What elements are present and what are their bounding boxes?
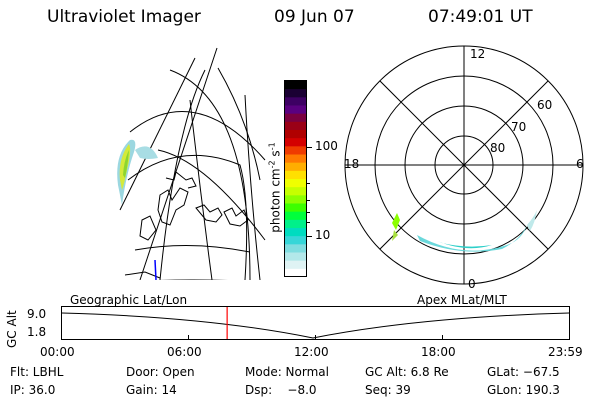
earth-limb: [169, 69, 251, 280]
coastline: [124, 271, 161, 279]
aurora-spot: [392, 213, 400, 230]
colorbar-cell: [285, 252, 306, 262]
mlt-label-0: 0: [468, 277, 476, 291]
colorbar-cell: [285, 138, 306, 147]
colorbar-cell: [285, 203, 306, 213]
colorbar-tick-mark: [306, 212, 310, 213]
meridian: [189, 99, 213, 280]
timeline-ytick-1-8: 1.8: [27, 325, 47, 339]
meridian: [244, 94, 261, 280]
colorbar-cell: [285, 244, 306, 253]
mlt-label-18: 18: [344, 157, 360, 171]
colorbar-cell: [285, 162, 306, 172]
colorbar-cell: [285, 187, 306, 196]
coastline: [157, 187, 189, 226]
colorbar-cell: [285, 211, 306, 221]
timeline-xtick-2359: 23:59: [548, 345, 583, 359]
mlt-label-12: 12: [470, 47, 486, 61]
colorbar-cell: [285, 105, 306, 115]
seq-status: Seq: 39: [365, 383, 411, 397]
ip-status: IP: 36.0: [10, 383, 56, 397]
coastline: [139, 215, 157, 241]
colorbar-cell: [285, 179, 306, 188]
colorbar-cell: [285, 97, 306, 106]
colorbar-tick-100: 100: [315, 139, 338, 153]
lat-label-80: 80: [490, 141, 506, 155]
coastline: [165, 171, 197, 189]
lat-line: [134, 244, 251, 253]
lat-label-70: 70: [511, 120, 527, 134]
colorbar-tick-mark: [306, 183, 310, 184]
altitude-curve: [61, 312, 570, 339]
meridian: [157, 149, 266, 241]
meridian: [139, 47, 218, 280]
colorbar-cell: [285, 113, 306, 123]
colorbar-cell: [285, 146, 306, 155]
glat-status: GLat: −67.5: [487, 365, 560, 379]
earth-limb: [217, 67, 261, 181]
aurora-oval: [527, 210, 537, 231]
lat-line: [158, 279, 229, 280]
polar-mlt-plot: [344, 45, 584, 285]
aurora-emission: [135, 146, 158, 159]
timeline-ytick-9: 9.0: [27, 307, 47, 321]
timeline-xtick-0600: 06:00: [167, 345, 202, 359]
colorbar-cell: [285, 89, 306, 98]
dsp-status: Dsp: −8.0: [245, 383, 317, 397]
colorbar-cell: [285, 260, 306, 270]
timeline-xtick-1200: 12:00: [294, 345, 329, 359]
colorbar-tick-mark: [306, 222, 310, 223]
colorbar-cell: [285, 154, 306, 164]
date-label: 09 Jun 07: [274, 7, 355, 27]
colorbar-cell: [285, 195, 306, 204]
colorbar-cell: [285, 219, 306, 229]
colorbar-cell: [285, 236, 306, 245]
gc-alt-status: GC Alt: 6.8 Re: [365, 365, 449, 379]
polar-meridian: [379, 80, 549, 250]
colorbar-cell: [285, 228, 306, 237]
aurora-oval-core: [437, 241, 492, 249]
timeline-left-label: Geographic Lat/Lon: [70, 293, 188, 307]
satellite-track: [154, 259, 157, 281]
timeline-xtick-0000: 00:00: [40, 345, 75, 359]
colorbar-cell: [285, 268, 306, 278]
lat-line: [127, 154, 248, 280]
geographic-globe-view: [117, 47, 266, 281]
aurora-emission: [123, 150, 129, 178]
altitude-timeline-plot: [61, 306, 570, 340]
timeline-right-label: Apex MLat/MLT: [417, 293, 507, 307]
lat-line: [129, 111, 266, 161]
coastline: [223, 207, 249, 227]
mode-status: Mode: Normal: [245, 365, 329, 379]
time-label: 07:49:01 UT: [428, 7, 533, 27]
timeline-xtick-1800: 18:00: [421, 345, 456, 359]
gain-status: Gain: 14: [126, 383, 177, 397]
door-status: Door: Open: [126, 365, 195, 379]
aurora-spot: [392, 230, 398, 241]
glon-status: GLon: 190.3: [487, 383, 560, 397]
colorbar-cell: [285, 170, 306, 180]
meridian: [159, 69, 206, 280]
colorbar-tick-10: 10: [315, 228, 331, 242]
timeline-ylabel: GC Alt: [5, 310, 19, 348]
colorbar-tick-mark: [306, 236, 312, 237]
colorbar-tick-mark: [306, 147, 312, 148]
mlt-label-6: 6: [576, 157, 584, 171]
app-title: Ultraviolet Imager: [47, 7, 201, 27]
color-scale-bar: [284, 80, 307, 278]
colorbar-cell: [285, 81, 306, 90]
colorbar-cell: [285, 130, 306, 139]
coastline: [195, 204, 223, 223]
meridian: [119, 57, 196, 211]
colorbar-unit-label: photon cm-2 s-1: [267, 142, 283, 233]
colorbar-cell: [285, 121, 306, 131]
filter-status: Flt: LBHL: [10, 365, 64, 379]
colorbar-tick-mark: [306, 200, 310, 201]
lat-label-60: 60: [537, 98, 553, 112]
